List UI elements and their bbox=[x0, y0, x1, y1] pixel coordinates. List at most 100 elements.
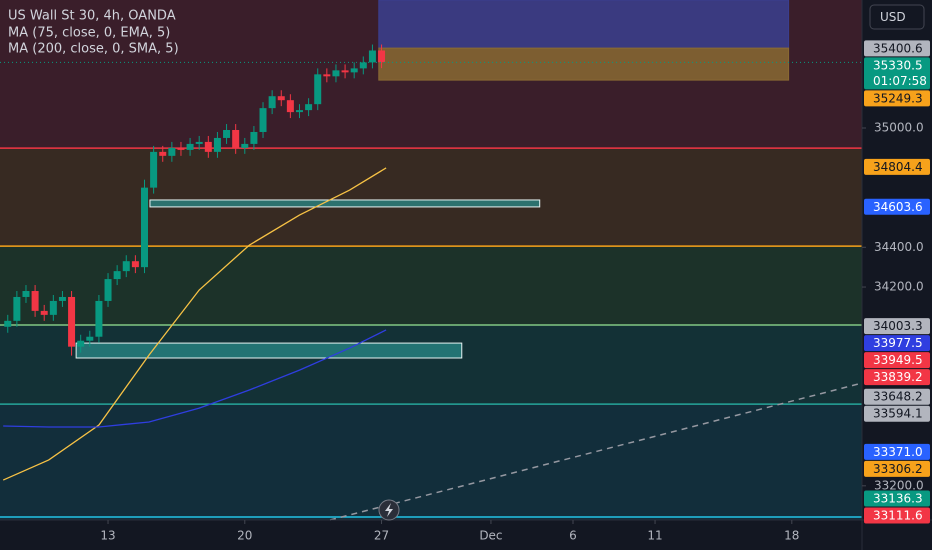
price-label: 33594.1 bbox=[873, 407, 923, 421]
price-label: 35400.6 bbox=[873, 41, 923, 55]
zone-box bbox=[378, 47, 790, 81]
candle-body bbox=[232, 130, 240, 148]
price-label: 34003.3 bbox=[873, 319, 923, 333]
price-label: 33306.2 bbox=[873, 462, 923, 476]
price-label-box bbox=[864, 57, 930, 90]
icon-bolt[interactable] bbox=[385, 503, 393, 517]
indicator-name: MA (200, close, 0, SMA, 5) bbox=[8, 42, 179, 57]
currency-button-box[interactable] bbox=[869, 4, 925, 30]
candle-body bbox=[122, 261, 130, 272]
candle-body bbox=[295, 110, 303, 113]
price-label-box bbox=[864, 369, 930, 386]
candle-body bbox=[250, 131, 258, 144]
candle-body bbox=[204, 141, 212, 152]
currency-label[interactable]: USD bbox=[880, 10, 906, 24]
candle-body bbox=[195, 141, 203, 144]
candle-body bbox=[159, 151, 167, 156]
price-label-box bbox=[864, 443, 930, 460]
price-label-box bbox=[864, 198, 930, 215]
price-label-box bbox=[864, 335, 930, 352]
candle-body bbox=[177, 147, 185, 150]
price-label-box bbox=[864, 388, 930, 405]
candle-body bbox=[186, 143, 194, 150]
candle-body bbox=[58, 296, 66, 301]
zone-box bbox=[75, 342, 463, 359]
y-tick-label: 33200.0 bbox=[874, 478, 924, 492]
x-tick-label: 6 bbox=[569, 529, 577, 543]
candle-body bbox=[49, 300, 57, 315]
price-label: 33648.2 bbox=[873, 390, 923, 404]
candle-body bbox=[95, 300, 103, 337]
price-label-box bbox=[864, 405, 930, 422]
candle-body bbox=[286, 100, 294, 113]
candle-body bbox=[268, 96, 276, 109]
candle-body bbox=[22, 291, 30, 297]
candle-body bbox=[113, 271, 121, 280]
price-label: 35330.5 bbox=[873, 58, 923, 72]
candle-body bbox=[131, 261, 139, 268]
level-zone bbox=[0, 325, 862, 405]
zone-box bbox=[149, 199, 541, 208]
price-axis: 35000.0 34400.0 34200.0 33200.0 35400.6 35330… bbox=[862, 40, 930, 524]
candle-body bbox=[378, 50, 386, 63]
candle-body bbox=[323, 74, 331, 77]
y-tick-label: 34200.0 bbox=[874, 280, 924, 294]
candle-body bbox=[77, 340, 85, 347]
price-label-box bbox=[864, 158, 930, 175]
y-tick-label: 35000.0 bbox=[874, 121, 924, 135]
price-label: 35249.3 bbox=[873, 91, 923, 105]
price-label-box bbox=[864, 90, 930, 107]
candle-body bbox=[213, 137, 221, 152]
price-label: 33111.6 bbox=[873, 508, 923, 522]
price-label: 33839.2 bbox=[873, 370, 923, 384]
candle-body bbox=[104, 279, 112, 301]
candle-body bbox=[341, 70, 349, 73]
candle-body bbox=[150, 151, 158, 188]
indicator-name: MA (75, close, 0, EMA, 5) bbox=[8, 26, 170, 41]
moving-average bbox=[3, 329, 387, 428]
candle-body bbox=[314, 74, 322, 105]
candle-body bbox=[168, 147, 176, 156]
price-label-box bbox=[864, 40, 930, 57]
candle-body bbox=[31, 291, 39, 311]
candle-body bbox=[359, 62, 367, 69]
price-label-box bbox=[864, 460, 930, 477]
x-tick-label: Dec bbox=[479, 529, 502, 543]
level-zone bbox=[0, 148, 862, 247]
level-zone bbox=[0, 404, 862, 520]
price-label-box bbox=[864, 318, 930, 335]
replay-icon[interactable] bbox=[378, 499, 400, 521]
candle-body bbox=[241, 143, 249, 148]
price-label: 33371.0 bbox=[873, 445, 923, 459]
candle-body bbox=[86, 336, 94, 341]
currency-button[interactable]: USD bbox=[869, 4, 925, 30]
price-label-box bbox=[864, 352, 930, 369]
level-zone bbox=[0, 246, 862, 325]
candle-body bbox=[13, 296, 21, 321]
candle-body bbox=[68, 296, 76, 347]
x-tick-label: 20 bbox=[237, 529, 252, 543]
candle-body bbox=[277, 96, 285, 101]
candle-body bbox=[332, 70, 340, 77]
x-tick-label: 11 bbox=[647, 529, 662, 543]
candle-body bbox=[368, 50, 376, 63]
price-label-box bbox=[864, 490, 930, 507]
price-label: 33136.3 bbox=[873, 491, 923, 505]
legend: US Wall St 30, 4h, OANDA MA (75, close, … bbox=[8, 9, 179, 57]
x-tick-label: 18 bbox=[784, 529, 799, 543]
moving-average bbox=[2, 167, 387, 481]
price-label: 33977.5 bbox=[873, 336, 923, 350]
plot-area bbox=[0, 0, 863, 521]
candle-body bbox=[141, 187, 149, 268]
candle-body bbox=[40, 310, 48, 315]
price-label: 34603.6 bbox=[873, 200, 923, 214]
price-label: 34804.4 bbox=[873, 160, 923, 174]
zone-box bbox=[378, 0, 790, 49]
symbol-title: US Wall St 30, 4h, OANDA bbox=[8, 9, 176, 24]
x-tick-label: 27 bbox=[374, 529, 389, 543]
candle-body bbox=[223, 130, 231, 138]
candle-body bbox=[4, 320, 12, 327]
trend-line bbox=[329, 382, 863, 521]
x-tick-label: 13 bbox=[100, 529, 115, 543]
